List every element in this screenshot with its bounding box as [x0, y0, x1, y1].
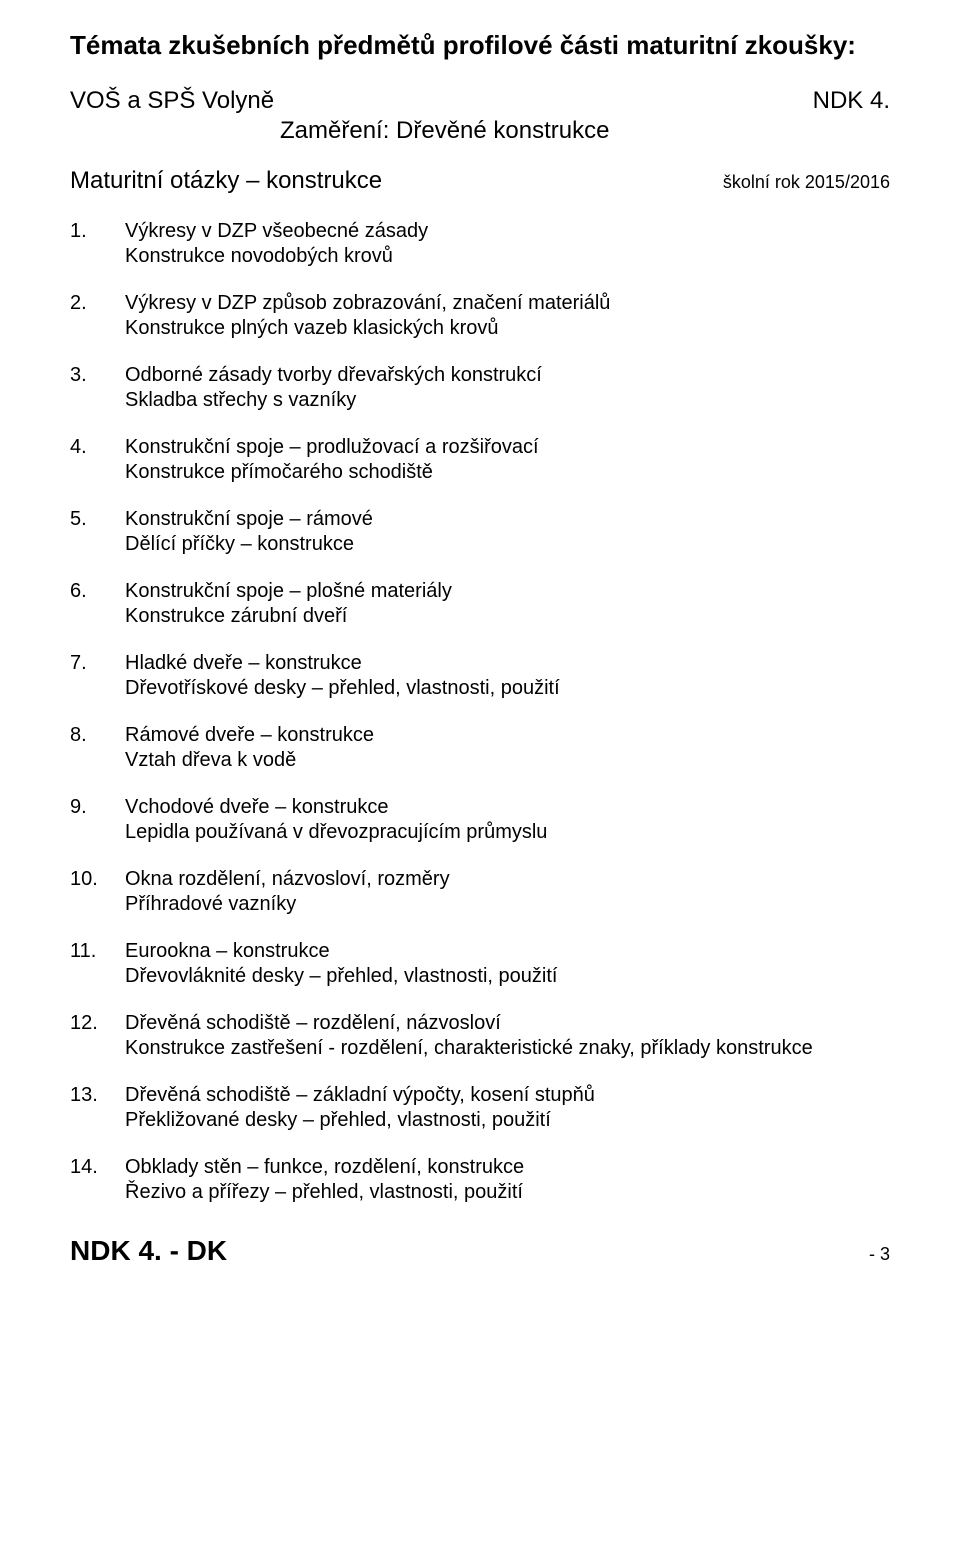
topic-line-b: Konstrukce zárubní dveří: [125, 604, 890, 629]
subtitle: Maturitní otázky – konstrukce: [70, 167, 382, 195]
topic-line-b: Vztah dřeva k vodě: [125, 748, 890, 773]
topic-line-a: Dřevěná schodiště – základní výpočty, ko…: [125, 1083, 890, 1108]
list-item: Hladké dveře – konstrukce Dřevotřískové …: [70, 651, 890, 701]
topic-line-a: Dřevěná schodiště – rozdělení, názvoslov…: [125, 1011, 890, 1036]
subject-code: NDK 4.: [813, 87, 890, 115]
school-year: školní rok 2015/2016: [723, 172, 890, 193]
topic-line-b: Konstrukce plných vazeb klasických krovů: [125, 316, 890, 341]
list-item: Dřevěná schodiště – základní výpočty, ko…: [70, 1083, 890, 1133]
topic-line-a: Vchodové dveře – konstrukce: [125, 795, 890, 820]
topic-line-a: Hladké dveře – konstrukce: [125, 651, 890, 676]
list-item: Eurookna – konstrukce Dřevovláknité desk…: [70, 939, 890, 989]
list-item: Obklady stěn – funkce, rozdělení, konstr…: [70, 1155, 890, 1205]
list-item: Výkresy v DZP všeobecné zásady Konstrukc…: [70, 219, 890, 269]
topic-list: Výkresy v DZP všeobecné zásady Konstrukc…: [70, 219, 890, 1205]
topic-line-a: Rámové dveře – konstrukce: [125, 723, 890, 748]
topic-line-b: Skladba střechy s vazníky: [125, 388, 890, 413]
topic-line-a: Odborné zásady tvorby dřevařských konstr…: [125, 363, 890, 388]
topic-line-b: Řezivo a přířezy – přehled, vlastnosti, …: [125, 1180, 890, 1205]
list-item: Konstrukční spoje – plošné materiály Kon…: [70, 579, 890, 629]
list-item: Okna rozdělení, názvosloví, rozměry Příh…: [70, 867, 890, 917]
topic-line-a: Konstrukční spoje – prodlužovací a rozši…: [125, 435, 890, 460]
topic-line-a: Obklady stěn – funkce, rozdělení, konstr…: [125, 1155, 890, 1180]
topic-line-b: Dělící příčky – konstrukce: [125, 532, 890, 557]
header-row: VOŠ a SPŠ Volyně NDK 4.: [70, 87, 890, 115]
list-item: Odborné zásady tvorby dřevařských konstr…: [70, 363, 890, 413]
school-name: VOŠ a SPŠ Volyně: [70, 87, 813, 115]
list-item: Konstrukční spoje – rámové Dělící příčky…: [70, 507, 890, 557]
topic-line-a: Okna rozdělení, názvosloví, rozměry: [125, 867, 890, 892]
topic-line-b: Dřevotřískové desky – přehled, vlastnost…: [125, 676, 890, 701]
list-item: Konstrukční spoje – prodlužovací a rozši…: [70, 435, 890, 485]
topic-line-a: Eurookna – konstrukce: [125, 939, 890, 964]
subtitle-row: Maturitní otázky – konstrukce školní rok…: [70, 167, 890, 195]
page-title: Témata zkušebních předmětů profilové čás…: [70, 30, 890, 61]
list-item: Dřevěná schodiště – rozdělení, názvoslov…: [70, 1011, 890, 1061]
topic-line-b: Příhradové vazníky: [125, 892, 890, 917]
footer-code: NDK 4. - DK: [70, 1235, 227, 1267]
topic-line-b: Lepidla používaná v dřevozpracujícím prů…: [125, 820, 890, 845]
footer-row: NDK 4. - DK - 3: [70, 1235, 890, 1267]
list-item: Výkresy v DZP způsob zobrazování, značen…: [70, 291, 890, 341]
topic-line-b: Dřevovláknité desky – přehled, vlastnost…: [125, 964, 890, 989]
topic-line-a: Konstrukční spoje – rámové: [125, 507, 890, 532]
topic-line-a: Konstrukční spoje – plošné materiály: [125, 579, 890, 604]
topic-line-b: Konstrukce novodobých krovů: [125, 244, 890, 269]
topic-line-b: Překližované desky – přehled, vlastnosti…: [125, 1108, 890, 1133]
topic-line-a: Výkresy v DZP všeobecné zásady: [125, 219, 890, 244]
topic-line-b: Konstrukce zastřešení - rozdělení, chara…: [125, 1036, 890, 1061]
topic-line-b: Konstrukce přímočarého schodiště: [125, 460, 890, 485]
list-item: Vchodové dveře – konstrukce Lepidla použ…: [70, 795, 890, 845]
page-number: - 3: [869, 1244, 890, 1265]
focus-label: Zaměření: Dřevěné konstrukce: [70, 117, 890, 145]
topic-line-a: Výkresy v DZP způsob zobrazování, značen…: [125, 291, 890, 316]
list-item: Rámové dveře – konstrukce Vztah dřeva k …: [70, 723, 890, 773]
